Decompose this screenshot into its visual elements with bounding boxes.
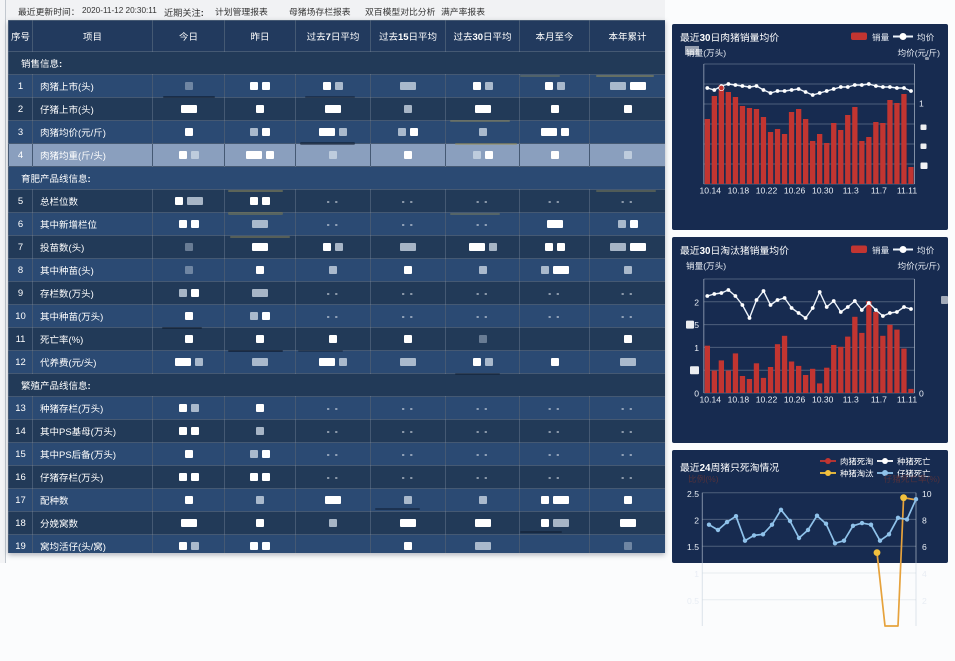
svg-text:1.5: 1.5 xyxy=(687,542,699,552)
svg-text:均价(元/斤): 均价(元/斤) xyxy=(898,48,941,58)
svg-text:11.3: 11.3 xyxy=(843,186,859,196)
svg-text:0: 0 xyxy=(694,389,699,399)
svg-text:11.7: 11.7 xyxy=(871,186,887,196)
svg-text:销量: 销量 xyxy=(872,246,890,256)
svg-text:仔猪死亡率(%): 仔猪死亡率(%) xyxy=(884,474,940,484)
svg-text:销量(万头): 销量(万头) xyxy=(686,48,726,58)
svg-text:10.26: 10.26 xyxy=(784,395,806,405)
svg-text:均价(元/斤): 均价(元/斤) xyxy=(898,261,941,271)
svg-text:销量: 销量 xyxy=(872,33,890,43)
svg-text:4: 4 xyxy=(922,569,927,579)
svg-text:10.14: 10.14 xyxy=(700,395,722,405)
svg-text:2: 2 xyxy=(694,297,699,307)
svg-text:10.22: 10.22 xyxy=(756,186,778,196)
svg-text:1: 1 xyxy=(694,569,699,579)
svg-text:8: 8 xyxy=(922,515,927,525)
svg-text:1: 1 xyxy=(919,99,924,109)
svg-text:种猪死亡: 种猪死亡 xyxy=(897,457,931,467)
svg-text:销量(万头): 销量(万头) xyxy=(686,261,726,271)
svg-text:11.7: 11.7 xyxy=(871,395,887,405)
svg-text:仔猪死亡: 仔猪死亡 xyxy=(897,469,931,479)
svg-text:10.30: 10.30 xyxy=(812,186,834,196)
svg-text:11.3: 11.3 xyxy=(843,395,859,405)
svg-text:11.11: 11.11 xyxy=(897,395,917,405)
svg-text:均价: 均价 xyxy=(917,246,935,256)
svg-text:10.18: 10.18 xyxy=(728,395,750,405)
svg-text:比例(%): 比例(%) xyxy=(688,474,719,484)
svg-text:10.14: 10.14 xyxy=(700,186,722,196)
svg-text:10.26: 10.26 xyxy=(784,186,806,196)
svg-text:5: 5 xyxy=(694,320,699,330)
svg-text:11.11: 11.11 xyxy=(897,186,917,196)
svg-text:1: 1 xyxy=(694,343,699,353)
svg-text:2: 2 xyxy=(922,596,927,606)
svg-text:2.5: 2.5 xyxy=(687,489,699,499)
svg-text:最近30日淘汰猪销量均价: 最近30日淘汰猪销量均价 xyxy=(680,245,789,257)
svg-text:10.30: 10.30 xyxy=(812,395,834,405)
svg-text:10: 10 xyxy=(922,489,932,499)
svg-text:0.5: 0.5 xyxy=(687,596,699,606)
svg-text:6: 6 xyxy=(922,542,927,552)
svg-text:10.22: 10.22 xyxy=(756,395,778,405)
svg-text:均价: 均价 xyxy=(917,33,935,43)
svg-text:种猪淘汰: 种猪淘汰 xyxy=(840,469,874,479)
svg-text:0: 0 xyxy=(919,389,924,399)
svg-text:最近30日肉猪销量均价: 最近30日肉猪销量均价 xyxy=(680,32,779,44)
svg-text:10.18: 10.18 xyxy=(728,186,750,196)
svg-text:肉猪死淘: 肉猪死淘 xyxy=(840,457,874,467)
svg-text:最近24周猪只死淘情况: 最近24周猪只死淘情况 xyxy=(680,462,779,474)
svg-text:2: 2 xyxy=(694,515,699,525)
